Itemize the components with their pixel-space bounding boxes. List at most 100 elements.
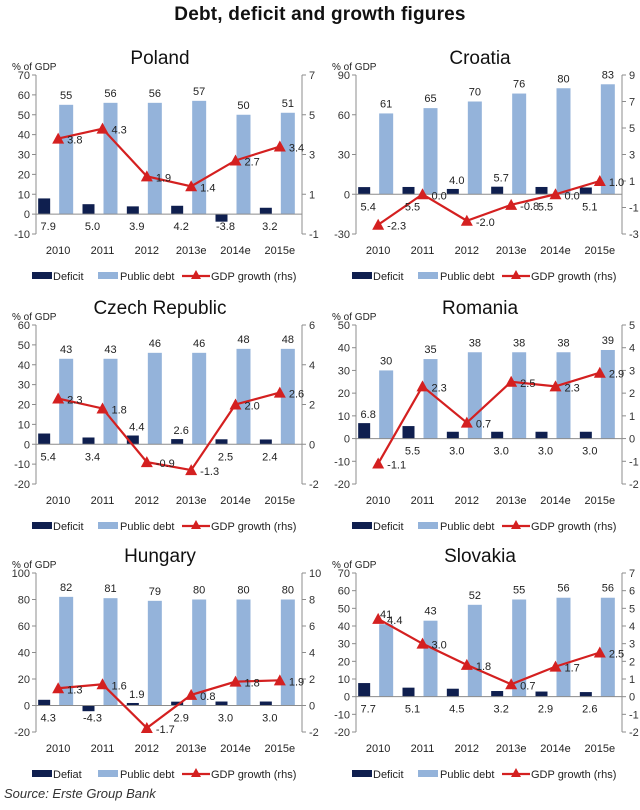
public-debt-bar: [467, 604, 482, 697]
legend-label-gdp-growth: GDP growth (rhs): [531, 271, 616, 283]
deficit-bar: [82, 204, 95, 215]
gdp-growth-data-label: -0.9: [156, 458, 175, 470]
deficit-bar: [358, 683, 371, 697]
gdp-growth-data-label: -1.7: [156, 724, 175, 736]
public-debt-bar: [59, 596, 74, 706]
deficit-bar: [491, 691, 504, 697]
left-axis-tick-label: 20: [18, 400, 30, 412]
right-axis-tick-label: -3: [629, 229, 639, 241]
deficit-bar: [358, 423, 371, 439]
legend-swatch-gdp-marker: [511, 520, 521, 529]
gdp-growth-marker: [505, 375, 518, 387]
x-axis-category-label: 2015e: [585, 245, 616, 257]
left-axis-tick-label: 50: [338, 320, 350, 332]
deficit-bar: [126, 435, 139, 445]
public-debt-data-label: 82: [60, 582, 72, 594]
deficit-data-label: -3.8: [216, 221, 235, 233]
legend-swatch-public-debt: [98, 770, 118, 777]
public-debt-bar: [192, 599, 207, 706]
gdp-growth-data-label: 3.8: [67, 135, 82, 147]
left-axis-tick-label: 60: [18, 621, 30, 633]
gdp-growth-line: [57, 391, 281, 472]
gdp-growth-data-label: 3.4: [289, 143, 304, 155]
gdp-growth-data-label: 4.3: [112, 125, 127, 137]
left-axis-tick-label: 70: [338, 568, 350, 580]
deficit-data-label: 2.5: [218, 451, 233, 463]
right-axis-tick-label: 10: [309, 568, 321, 580]
chart-panel-slovakia: Slovakia% of GDP -20 -10 0 10 20 30 40 50 60 70 -2-…: [320, 540, 640, 790]
chart-legend: Deficit Public debt GDP growth (rhs): [32, 270, 296, 283]
chart-svg: Romania% of GDP-20-1001020304050-2-10123…: [332, 298, 639, 533]
gdp-growth-marker: [416, 380, 429, 392]
deficit-data-label: 3.0: [582, 446, 597, 458]
chart-legend: Defiat Public debt GDP growth (rhs): [32, 768, 296, 781]
left-axis-tick-label: 40: [18, 648, 30, 660]
gdp-growth-data-label: 3.0: [432, 640, 447, 652]
legend-swatch-public-debt: [98, 272, 118, 279]
public-debt-data-label: 50: [237, 100, 249, 112]
deficit-data-label: 4.0: [449, 175, 464, 187]
public-debt-bar: [467, 352, 482, 439]
x-axis-category-label: 2012: [135, 743, 159, 755]
gdp-growth-marker: [372, 457, 385, 469]
left-axis-tick-label: 60: [18, 90, 30, 102]
left-axis-tick-label: 60: [18, 320, 30, 332]
gdp-growth-line: [377, 179, 601, 226]
left-axis-tick-label: -10: [14, 229, 30, 241]
legend-label-deficit: Deficit: [373, 271, 404, 283]
y-axis-unit-label: % of GDP: [332, 62, 377, 73]
left-axis-tick-label: 30: [18, 150, 30, 162]
right-axis-tick-label: 2: [309, 400, 315, 412]
public-debt-bar: [236, 599, 251, 706]
deficit-bar: [38, 699, 51, 706]
deficit-data-label: 3.2: [494, 704, 509, 716]
gdp-growth-data-label: 2.7: [245, 156, 260, 168]
public-debt-bar: [512, 352, 527, 439]
source-note: Source: Erste Group Bank: [4, 786, 156, 801]
legend-swatch-public-debt: [418, 522, 438, 529]
gdp-growth-data-label: -2.3: [387, 221, 406, 233]
chart-panel-romania: Romania% of GDP -20 -10 0 10 20 30 40 50 -2 -1 0 1 2 3…: [320, 292, 640, 542]
chart-legend: Deficit Public debt GDP growth (rhs): [352, 768, 616, 781]
right-axis-tick-label: 7: [629, 568, 635, 580]
left-axis-tick-label: 60: [338, 110, 350, 122]
left-axis-tick-label: 10: [18, 189, 30, 201]
right-axis-tick-label: 1: [629, 176, 635, 188]
left-axis-tick-label: 50: [18, 110, 30, 122]
right-axis-tick-label: 0: [309, 439, 315, 451]
public-debt-bar: [280, 348, 295, 445]
legend-label-gdp-growth: GDP growth (rhs): [531, 769, 616, 781]
public-debt-data-label: 46: [149, 338, 161, 350]
legend-label-public-debt: Public debt: [120, 271, 174, 283]
right-axis-tick-label: -2: [629, 479, 639, 491]
left-axis-tick-label: -20: [14, 727, 30, 739]
public-debt-data-label: 56: [104, 88, 116, 100]
left-axis-tick-label: 20: [18, 674, 30, 686]
gdp-growth-data-label: 0.8: [200, 691, 215, 703]
gdp-growth-marker: [52, 392, 65, 404]
public-debt-data-label: 38: [469, 337, 481, 349]
gdp-growth-marker: [140, 722, 153, 734]
public-debt-bar: [423, 108, 438, 195]
public-debt-bar: [192, 352, 207, 445]
deficit-bar: [579, 692, 592, 697]
left-axis-tick-label: 10: [18, 419, 30, 431]
deficit-data-label: 4.5: [449, 704, 464, 716]
left-axis-tick-label: 10: [338, 674, 350, 686]
deficit-bar: [259, 439, 272, 445]
public-debt-data-label: 30: [380, 355, 392, 367]
public-debt-bar: [147, 352, 162, 445]
chart-title: Hungary: [124, 546, 196, 567]
gdp-growth-line: [58, 679, 280, 730]
gdp-growth-marker: [549, 380, 562, 392]
deficit-bar: [402, 186, 415, 195]
deficit-bar: [402, 687, 415, 697]
deficit-data-label: 2.9: [538, 704, 553, 716]
x-axis-category-label: 2014e: [540, 245, 571, 257]
chart-panel-poland: Poland% of GDP -10 0 10 20 30 40 50 60 70 -1 1 3 5 7 55…: [0, 42, 320, 292]
x-axis-category-label: 2013e: [176, 495, 207, 507]
legend-swatch-deficit: [32, 272, 52, 279]
legend-swatch-deficit: [32, 770, 52, 777]
legend-label-deficit: Defiat: [53, 769, 82, 781]
chart-title: Czech Republic: [93, 298, 226, 319]
